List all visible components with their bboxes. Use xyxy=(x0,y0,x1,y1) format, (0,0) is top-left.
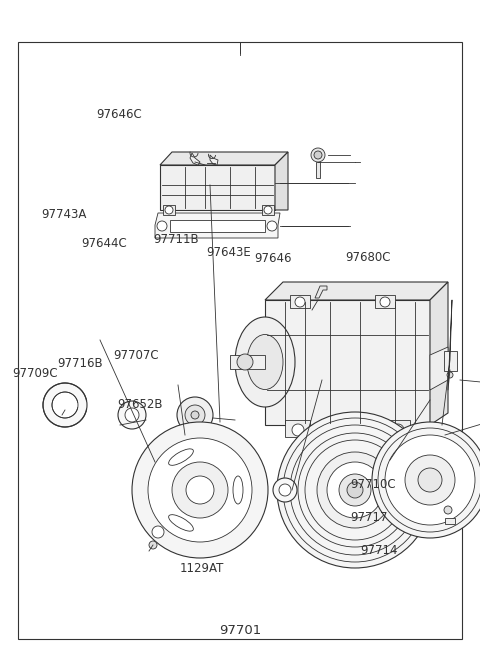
Ellipse shape xyxy=(168,515,193,531)
Polygon shape xyxy=(315,286,327,298)
Circle shape xyxy=(148,438,252,542)
Polygon shape xyxy=(155,213,280,238)
Circle shape xyxy=(405,455,455,505)
Circle shape xyxy=(118,401,146,429)
Bar xyxy=(230,355,265,369)
Circle shape xyxy=(132,422,268,558)
Circle shape xyxy=(52,392,78,418)
Polygon shape xyxy=(262,205,274,215)
Polygon shape xyxy=(163,205,175,215)
Text: 97644C: 97644C xyxy=(82,237,127,250)
Circle shape xyxy=(347,482,363,498)
Circle shape xyxy=(125,408,139,422)
Polygon shape xyxy=(375,295,395,308)
Text: 97711B: 97711B xyxy=(154,233,199,246)
Circle shape xyxy=(317,452,393,528)
Text: 97646: 97646 xyxy=(254,252,292,265)
Ellipse shape xyxy=(235,317,295,407)
Circle shape xyxy=(186,476,214,504)
Bar xyxy=(444,351,457,371)
Circle shape xyxy=(311,148,325,162)
Circle shape xyxy=(292,424,304,436)
Text: 97701: 97701 xyxy=(219,624,261,637)
Ellipse shape xyxy=(247,335,283,390)
Circle shape xyxy=(277,412,433,568)
Circle shape xyxy=(295,297,305,307)
Polygon shape xyxy=(430,282,448,425)
Polygon shape xyxy=(275,152,288,210)
Text: 97743A: 97743A xyxy=(41,208,86,221)
Circle shape xyxy=(385,435,475,525)
Text: 97709C: 97709C xyxy=(12,367,58,380)
Ellipse shape xyxy=(168,449,193,465)
Circle shape xyxy=(149,541,157,549)
Text: 97707C: 97707C xyxy=(113,349,158,362)
Polygon shape xyxy=(170,220,265,232)
Text: 97710C: 97710C xyxy=(350,478,396,491)
Circle shape xyxy=(372,422,480,538)
Circle shape xyxy=(444,506,452,514)
Text: 97717: 97717 xyxy=(350,511,388,524)
Text: 97646C: 97646C xyxy=(96,108,142,121)
Polygon shape xyxy=(385,420,410,437)
Text: 97716B: 97716B xyxy=(58,357,103,370)
Bar xyxy=(316,162,320,178)
Circle shape xyxy=(380,297,390,307)
Circle shape xyxy=(273,478,297,502)
Circle shape xyxy=(314,151,322,159)
Circle shape xyxy=(172,462,228,518)
Circle shape xyxy=(191,411,199,419)
Text: 97714: 97714 xyxy=(360,544,397,557)
Polygon shape xyxy=(265,300,430,425)
Polygon shape xyxy=(445,518,455,524)
Circle shape xyxy=(327,462,383,518)
Circle shape xyxy=(237,354,253,370)
Polygon shape xyxy=(265,282,448,300)
Polygon shape xyxy=(290,295,310,308)
Text: 97680C: 97680C xyxy=(346,251,391,264)
Circle shape xyxy=(43,383,87,427)
Circle shape xyxy=(392,424,404,436)
Polygon shape xyxy=(190,153,200,165)
Circle shape xyxy=(177,397,213,433)
Circle shape xyxy=(152,526,164,538)
Circle shape xyxy=(447,372,453,378)
Circle shape xyxy=(339,474,371,506)
Circle shape xyxy=(157,221,167,231)
Polygon shape xyxy=(160,152,288,165)
Ellipse shape xyxy=(233,476,243,504)
Circle shape xyxy=(264,206,272,214)
Circle shape xyxy=(165,206,173,214)
Polygon shape xyxy=(285,420,310,437)
Text: 1129AT: 1129AT xyxy=(180,562,224,575)
Polygon shape xyxy=(160,165,275,210)
Circle shape xyxy=(185,405,205,425)
Circle shape xyxy=(267,221,277,231)
Text: 97643E: 97643E xyxy=(206,246,251,259)
Circle shape xyxy=(279,484,291,496)
Polygon shape xyxy=(210,155,218,165)
Text: 97652B: 97652B xyxy=(118,398,163,411)
Polygon shape xyxy=(430,347,448,390)
Circle shape xyxy=(418,468,442,492)
